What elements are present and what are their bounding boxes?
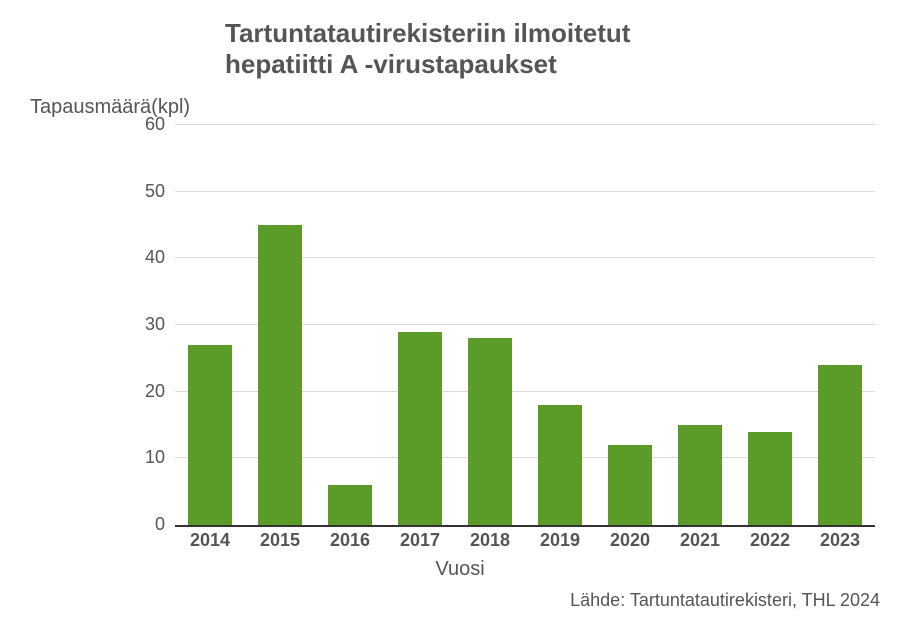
chart-title: Tartuntatautirekisteriin ilmoitetut hepa… (225, 18, 630, 80)
x-tick-label: 2019 (540, 530, 580, 551)
chart-container: Tartuntatautirekisteriin ilmoitetut hepa… (0, 0, 920, 629)
y-tick-label: 30 (125, 314, 165, 335)
x-tick-label: 2014 (190, 530, 230, 551)
y-tick-label: 20 (125, 381, 165, 402)
x-tick-label: 2021 (680, 530, 720, 551)
bar (258, 225, 301, 525)
x-tick-label: 2015 (260, 530, 300, 551)
bar (608, 445, 651, 525)
x-tick-label: 2018 (470, 530, 510, 551)
bar (398, 332, 441, 525)
y-tick-label: 50 (125, 181, 165, 202)
y-tick-label: 60 (125, 114, 165, 135)
bar (188, 345, 231, 525)
x-tick-label: 2017 (400, 530, 440, 551)
x-tick-label: 2023 (820, 530, 860, 551)
x-tick-label: 2020 (610, 530, 650, 551)
bar (538, 405, 581, 525)
y-tick-label: 10 (125, 447, 165, 468)
x-tick-label: 2016 (330, 530, 370, 551)
gridline (175, 191, 875, 192)
x-axis-title: Vuosi (0, 558, 920, 581)
bar (748, 432, 791, 525)
bar (818, 365, 861, 525)
y-tick-label: 0 (125, 514, 165, 535)
y-tick-label: 40 (125, 247, 165, 268)
gridline (175, 124, 875, 125)
bar (678, 425, 721, 525)
source-text: Lähde: Tartuntatautirekisteri, THL 2024 (570, 590, 880, 611)
plot-area (175, 125, 875, 527)
bar (328, 485, 371, 525)
x-tick-label: 2022 (750, 530, 790, 551)
y-axis-title: Tapausmäärä(kpl) (30, 96, 190, 119)
bar (468, 338, 511, 525)
